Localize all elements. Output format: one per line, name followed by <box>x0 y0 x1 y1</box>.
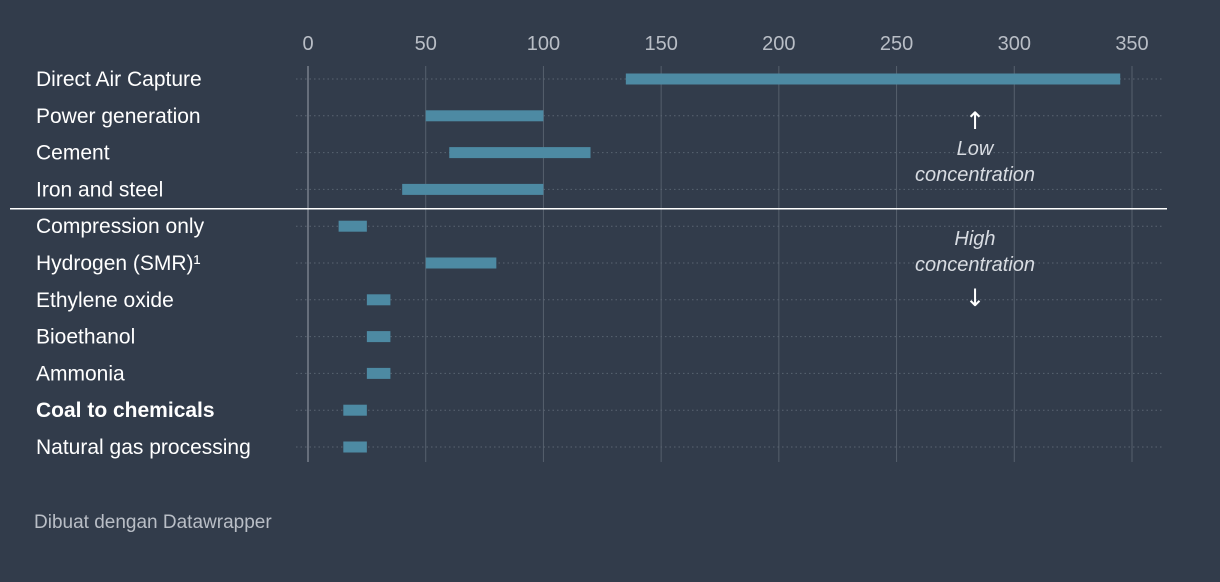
bar <box>425 110 544 122</box>
x-tick-label: 350 <box>1115 33 1148 55</box>
category-label: Natural gas processing <box>36 436 251 459</box>
bars <box>338 73 1121 453</box>
up-arrow-icon: ↑ <box>965 107 985 135</box>
x-tick-label: 100 <box>527 33 560 55</box>
category-label: Direct Air Capture <box>36 68 202 91</box>
bar <box>343 404 367 416</box>
category-label: Iron and steel <box>36 178 163 201</box>
annotation-low-concentration: Low <box>957 138 995 160</box>
bar <box>425 257 497 269</box>
bar <box>449 147 591 159</box>
category-label: Compression only <box>36 215 205 238</box>
bar <box>366 331 391 343</box>
category-label: Coal to chemicals <box>36 399 215 422</box>
annotation-high-concentration: High <box>954 228 995 250</box>
category-label: Hydrogen (SMR)¹ <box>36 252 201 275</box>
x-tick-label: 250 <box>880 33 913 55</box>
bar <box>402 183 544 195</box>
bar <box>338 220 367 232</box>
x-axis-ticks: 0 50 100 150 200 250 300 350 <box>302 33 1148 55</box>
bar <box>366 367 391 379</box>
bar <box>625 73 1121 85</box>
down-arrow-icon: ↓ <box>965 284 985 312</box>
category-label: Bioethanol <box>36 326 135 349</box>
annotations: ↑ Low concentration High concentration ↓ <box>10 107 1167 312</box>
x-tick-label: 200 <box>762 33 795 55</box>
category-label: Ethylene oxide <box>36 289 174 312</box>
category-label: Ammonia <box>36 362 125 385</box>
x-tick-label: 300 <box>998 33 1031 55</box>
grid <box>307 66 1133 462</box>
bar <box>343 441 367 453</box>
x-tick-label: 0 <box>302 33 313 55</box>
bar <box>366 294 391 306</box>
footer-credit: Dibuat dengan Datawrapper <box>34 512 272 533</box>
annotation-low-concentration: concentration <box>915 164 1035 186</box>
x-tick-label: 150 <box>644 33 677 55</box>
category-label: Cement <box>36 142 110 165</box>
x-tick-label: 50 <box>415 33 437 55</box>
annotation-high-concentration: concentration <box>915 254 1035 276</box>
category-labels: Direct Air Capture Power generation Cement… <box>36 68 251 459</box>
category-label: Power generation <box>36 105 201 128</box>
